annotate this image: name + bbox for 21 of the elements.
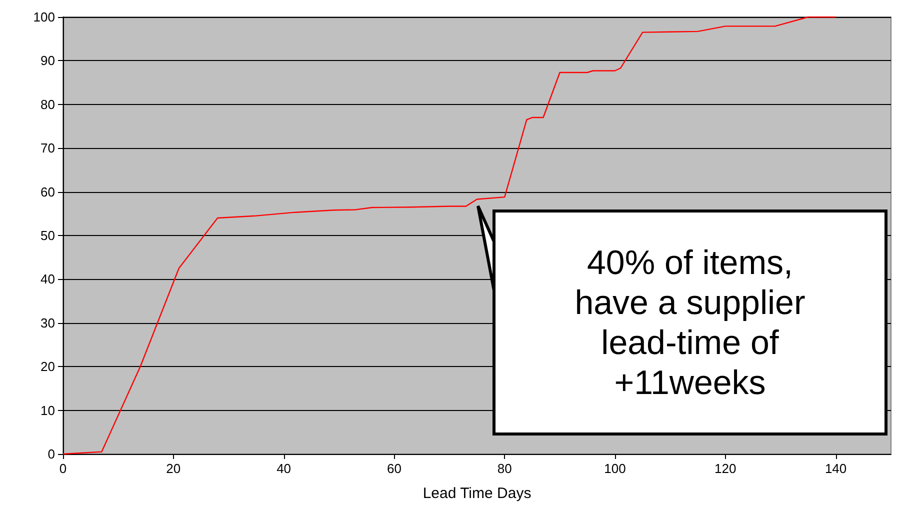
y-tick-label: 70 [40, 140, 55, 156]
y-tick-label: 90 [40, 53, 55, 68]
x-tick-label: 100 [604, 461, 626, 476]
x-tick-label: 120 [714, 461, 736, 476]
x-tick-label: 60 [386, 461, 402, 476]
y-tick-label: 10 [40, 402, 55, 418]
x-axis-title: Lead Time Days [422, 485, 532, 502]
x-tick-label: 140 [824, 461, 847, 476]
y-tick-label: 20 [40, 359, 55, 374]
y-tick-label: 100 [33, 10, 55, 24]
y-tick-label: 80 [40, 96, 55, 112]
y-tick-label: 40 [40, 272, 55, 287]
x-tick-label: 40 [276, 461, 292, 476]
y-tick-label: 30 [40, 315, 55, 330]
y-tick-label: 0 [48, 446, 55, 462]
y-tick-label: 50 [40, 228, 55, 243]
y-tick-label: 60 [40, 184, 55, 200]
x-tick-label: 80 [497, 461, 512, 476]
x-tick-label: 0 [59, 461, 67, 476]
annotation: 40% of items, have a supplier lead-time of +11weeks [574, 242, 806, 402]
x-tick-label: 20 [166, 461, 181, 476]
